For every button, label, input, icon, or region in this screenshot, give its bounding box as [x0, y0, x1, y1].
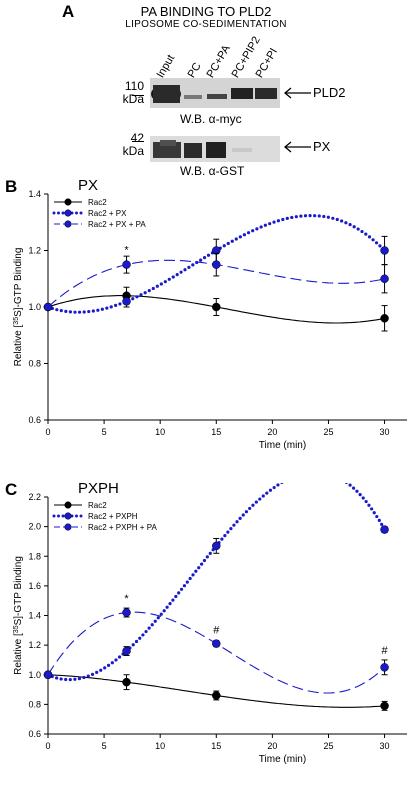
- mw-marker-110: 110 kDa: [100, 80, 144, 106]
- x-tick-label: 30: [380, 427, 390, 437]
- data-point: [380, 525, 389, 534]
- legend-label: Rac2 + PXPH + PA: [88, 523, 157, 532]
- significance-marker: *: [124, 593, 129, 605]
- panel-c-letter: C: [5, 480, 18, 499]
- mw-marker-42: 42 kDa: [100, 132, 144, 158]
- data-point: [43, 302, 53, 312]
- legend-swatch-marker: [64, 523, 72, 531]
- x-tick-label: 15: [211, 427, 221, 437]
- y-tick-label: 1.6: [28, 581, 41, 591]
- x-tick-label: 0: [45, 427, 50, 437]
- arrow-left-icon: [283, 87, 311, 99]
- y-tick-label: 2.2: [28, 492, 41, 502]
- chart-panel-b: 0.6 0.8 1.0 1.2 1.4 0 5 10 15 20 25 30 Time (min) Rel…: [13, 180, 407, 451]
- legend-swatch-marker: [64, 209, 72, 217]
- mw-value: 110: [124, 79, 144, 93]
- data-point: [212, 260, 221, 269]
- y-tick-label: 1.2: [28, 246, 41, 256]
- y-tick-label: 1.4: [28, 189, 41, 199]
- data-point: [380, 314, 389, 323]
- chart-panel-c: 0.6 0.8 1.0 1.2 1.4 1.6 1.8 2.0 2.2 0 5 10 15 20 25 30 T…: [13, 483, 407, 765]
- legend-label: Rac2: [88, 501, 107, 510]
- x-axis-label: Time (min): [259, 754, 306, 765]
- chart-title: PX: [78, 180, 98, 194]
- mw-tick: [132, 141, 144, 142]
- panel-b-letter: B: [5, 177, 18, 196]
- x-tick-label: 25: [323, 427, 333, 437]
- band-label-pld2: PLD2: [313, 85, 346, 100]
- legend-swatch-marker: [64, 220, 72, 228]
- data-point: [212, 639, 221, 648]
- x-tick-label: 25: [323, 741, 333, 751]
- panel-a-letter: A: [62, 2, 75, 21]
- data-point: [122, 260, 131, 269]
- lane-label-pc-pa: PC+PA: [204, 43, 233, 80]
- mw-unit: kDa: [122, 144, 144, 158]
- significance-marker: #: [213, 624, 220, 636]
- data-point: [122, 646, 131, 656]
- y-tick-label: 1.0: [28, 302, 41, 312]
- data-point: [212, 302, 221, 312]
- x-tick-label: 10: [155, 741, 165, 751]
- panel-a-title: PA BINDING TO PLD2: [140, 4, 272, 19]
- legend-label: Rac2 + PXPH: [88, 512, 138, 521]
- band-label-px: PX: [313, 139, 331, 154]
- x-tick-label: 0: [45, 741, 50, 751]
- x-tick-label: 5: [102, 427, 107, 437]
- data-point: [122, 608, 131, 617]
- legend-swatch-marker: [64, 198, 72, 206]
- legend-swatch-marker: [64, 501, 72, 509]
- legend-swatch-marker: [64, 512, 72, 520]
- panel-a-subtitle: LIPOSOME CO-SEDIMENTATION: [125, 19, 287, 30]
- data-point: [212, 691, 221, 700]
- arrow-left-icon: [283, 141, 311, 153]
- lane-label-pc-pi: PC+PI: [253, 46, 281, 80]
- data-point: [122, 677, 131, 687]
- x-tick-label: 20: [267, 741, 277, 751]
- x-axis-label: Time (min): [259, 440, 306, 451]
- data-point: [43, 670, 53, 679]
- legend-label: Rac2 + PX: [88, 209, 127, 218]
- y-tick-label: 2.0: [28, 522, 41, 532]
- y-axis-label: Relative [35S]-GTP Binding: [13, 556, 25, 675]
- legend-label: Rac2: [88, 198, 107, 207]
- data-point: [380, 701, 389, 711]
- y-tick-label: 0.6: [28, 729, 41, 739]
- y-axis-label: Relative [35S]-GTP Binding: [13, 248, 25, 367]
- western-blot-pld2: [150, 78, 280, 108]
- y-tick-label: 0.6: [28, 415, 41, 425]
- x-tick-label: 20: [267, 427, 277, 437]
- data-point: [212, 541, 221, 551]
- y-tick-label: 1.8: [28, 551, 41, 561]
- mw-tick: [132, 95, 144, 96]
- data-point: [380, 274, 389, 283]
- y-tick-label: 0.8: [28, 359, 41, 369]
- western-blot-px: [150, 136, 280, 162]
- significance-marker: *: [124, 244, 129, 256]
- lane-label-input: Input: [154, 52, 178, 80]
- y-tick-label: 1.4: [28, 611, 41, 621]
- data-point: [380, 663, 389, 672]
- significance-marker: #: [382, 645, 389, 657]
- x-tick-label: 10: [155, 427, 165, 437]
- wb-label-myc: W.B. α-myc: [180, 112, 242, 126]
- y-tick-label: 1.0: [28, 670, 41, 680]
- legend-label: Rac2 + PX + PA: [88, 220, 146, 229]
- y-tick-label: 1.2: [28, 640, 41, 650]
- x-tick-label: 5: [102, 741, 107, 751]
- data-point: [122, 297, 131, 306]
- y-tick-label: 0.8: [28, 699, 41, 709]
- wb-label-gst: W.B. α-GST: [180, 164, 245, 178]
- x-tick-label: 15: [211, 741, 221, 751]
- x-tick-label: 30: [380, 741, 390, 751]
- chart-title: PXPH: [78, 483, 119, 497]
- data-point: [380, 246, 389, 255]
